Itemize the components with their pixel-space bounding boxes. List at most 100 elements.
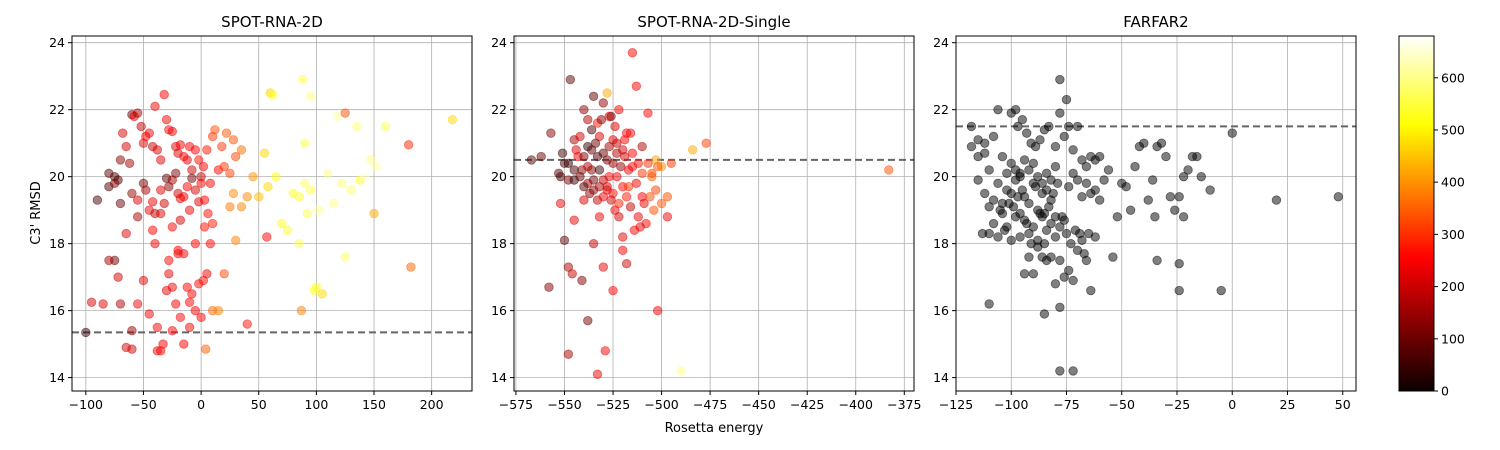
scatter-point bbox=[567, 269, 577, 279]
scatter-point bbox=[282, 225, 293, 235]
scatter-point bbox=[1022, 128, 1032, 138]
scatter-point bbox=[1072, 121, 1083, 132]
scatter-point bbox=[579, 182, 589, 192]
scatter-point bbox=[219, 269, 229, 279]
scatter-point bbox=[184, 205, 195, 215]
scatter-point bbox=[649, 205, 659, 215]
scatter-point bbox=[585, 188, 595, 199]
scatter-point bbox=[127, 326, 137, 336]
scatter-point bbox=[1050, 141, 1061, 152]
scatter-point bbox=[1050, 232, 1061, 242]
x-tick-label: 150 bbox=[362, 397, 386, 412]
scatter-point bbox=[159, 198, 169, 209]
scatter-point bbox=[596, 115, 607, 125]
scatter-point bbox=[259, 148, 270, 158]
scatter-point bbox=[643, 108, 653, 118]
scatter-point bbox=[199, 222, 210, 232]
y-tick-label: 14 bbox=[49, 370, 65, 385]
scatter-point bbox=[328, 198, 339, 209]
colorbar-tick-label: 100 bbox=[1441, 331, 1465, 346]
scatter-point bbox=[182, 282, 192, 292]
scatter-point bbox=[156, 155, 166, 165]
scatter-point bbox=[225, 202, 235, 212]
scatter-point bbox=[1077, 155, 1087, 165]
scatter-point bbox=[563, 158, 574, 168]
scatter-point bbox=[1068, 366, 1078, 376]
panel-3-ticks: −125 −100 −75 −50 −25 0 25 50 14 16 18 20 22 24 bbox=[933, 35, 1351, 412]
scatter-point bbox=[526, 155, 537, 165]
x-tick-label: −450 bbox=[741, 397, 775, 412]
scatter-point bbox=[1006, 158, 1016, 168]
scatter-point bbox=[1039, 238, 1050, 249]
scatter-point bbox=[175, 215, 186, 225]
scatter-point bbox=[546, 128, 556, 138]
scatter-point bbox=[612, 148, 622, 158]
scatter-point bbox=[625, 128, 636, 138]
scatter-point bbox=[1010, 165, 1021, 175]
scatter-point bbox=[1121, 182, 1131, 192]
scatter-point bbox=[1147, 175, 1158, 185]
scatter-point bbox=[1216, 285, 1226, 296]
scatter-point bbox=[121, 228, 131, 239]
scatter-point bbox=[1022, 218, 1032, 229]
scatter-point bbox=[583, 161, 593, 172]
scatter-point bbox=[1161, 151, 1171, 162]
y-tick-label: 16 bbox=[49, 303, 65, 318]
scatter-point bbox=[1061, 228, 1072, 239]
colorbar-tick-label: 400 bbox=[1441, 175, 1465, 190]
scatter-point bbox=[196, 178, 206, 189]
panel-3-frame bbox=[955, 35, 1357, 392]
y-tick-label: 14 bbox=[933, 370, 949, 385]
y-tick-label: 20 bbox=[49, 169, 65, 184]
scatter-point bbox=[623, 182, 634, 192]
scatter-point bbox=[113, 272, 123, 282]
scatter-point bbox=[602, 185, 612, 195]
x-tick-label: −400 bbox=[839, 397, 873, 412]
panel-1-ticks: −100 −50 0 50 100 150 200 14 16 18 20 22 24 bbox=[49, 35, 444, 412]
scatter-point bbox=[213, 305, 224, 316]
scatter-point bbox=[202, 145, 212, 155]
scatter-point bbox=[161, 115, 172, 125]
scatter-point bbox=[205, 238, 216, 249]
scatter-point bbox=[92, 195, 103, 205]
y-tick-label: 16 bbox=[491, 303, 507, 318]
scatter-point bbox=[1046, 218, 1056, 229]
scatter-point bbox=[190, 145, 201, 155]
x-tick-label: −75 bbox=[1053, 397, 1079, 412]
x-tick-label: −500 bbox=[644, 397, 678, 412]
scatter-point bbox=[150, 238, 160, 249]
scatter-point bbox=[221, 128, 232, 138]
scatter-point bbox=[606, 195, 616, 205]
scatter-point bbox=[230, 235, 241, 245]
scatter-point bbox=[167, 282, 177, 292]
scatter-point bbox=[1024, 228, 1034, 239]
scatter-point bbox=[616, 161, 626, 172]
scatter-point bbox=[1103, 165, 1114, 175]
scatter-point bbox=[1183, 165, 1193, 175]
scatter-point bbox=[1227, 128, 1237, 138]
scatter-point bbox=[150, 101, 160, 112]
scatter-point bbox=[138, 275, 149, 286]
scatter-point bbox=[1002, 168, 1012, 179]
scatter-point bbox=[579, 151, 589, 162]
y-tick-label: 24 bbox=[49, 35, 65, 50]
scatter-point bbox=[141, 185, 151, 195]
scatter-point bbox=[588, 238, 599, 249]
x-tick-label: −100 bbox=[69, 397, 103, 412]
scatter-point bbox=[1083, 228, 1094, 239]
scatter-point bbox=[575, 171, 585, 182]
scatter-point bbox=[633, 158, 643, 168]
scatter-point bbox=[637, 168, 647, 179]
scatter-point bbox=[352, 121, 362, 132]
scatter-point bbox=[621, 192, 632, 202]
scatter-point bbox=[1174, 192, 1184, 202]
scatter-point bbox=[1174, 259, 1184, 269]
scatter-point bbox=[115, 198, 126, 209]
scatter-point bbox=[1112, 212, 1123, 222]
scatter-point bbox=[219, 161, 229, 172]
scatter-point bbox=[652, 161, 663, 172]
scatter-point bbox=[340, 108, 350, 118]
y-tick-label: 18 bbox=[49, 236, 65, 251]
scatter-point bbox=[602, 88, 612, 98]
scatter-point bbox=[612, 171, 622, 182]
